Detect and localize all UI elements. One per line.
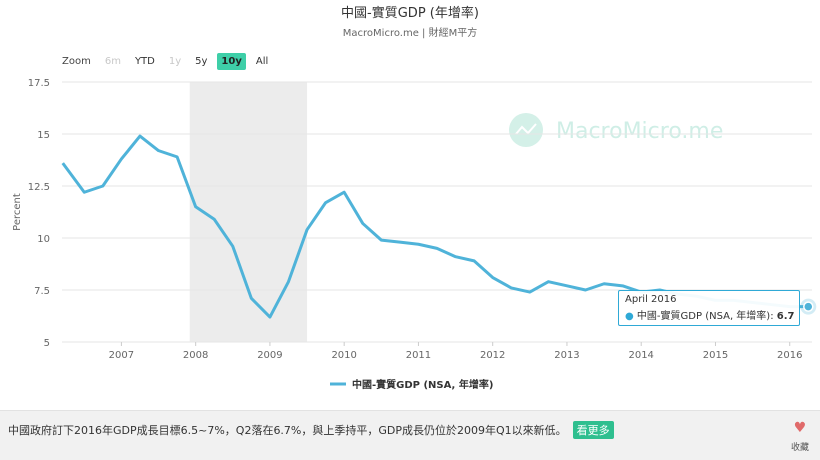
tooltip-dot-icon: ●	[625, 311, 634, 322]
x-tick-label: 2015	[703, 350, 728, 361]
legend-label: 中國-實質GDP (NSA, 年增率)	[352, 378, 493, 391]
favorite-label: 收藏	[790, 443, 809, 453]
favorite-button[interactable]: ♥ 收藏	[788, 421, 812, 454]
shaded-band	[189, 82, 308, 342]
chart-area: 中國-實質GDP (年增率) MacroMicro.me | 財經M平方 Macro…	[12, 5, 817, 391]
y-tick-label: 10	[37, 234, 50, 245]
x-tick-label: 2007	[109, 350, 134, 361]
footer-summary-text: 中國政府訂下2016年GDP成長目標6.5~7%，Q2落在6.7%，與上季持平，…	[8, 424, 567, 437]
y-tick-label: 17.5	[28, 78, 50, 89]
zoom-button-5y[interactable]: 5y	[195, 55, 208, 67]
zoom-bar: Zoom 6m YTD 1y 5y 10y All	[62, 52, 278, 70]
watermark-text: MacroMicro.me	[556, 119, 723, 144]
y-tick-label: 7.5	[34, 286, 50, 297]
see-more-button[interactable]: 看更多	[572, 421, 614, 439]
heart-icon: ♥	[793, 420, 807, 436]
tooltip-date: April 2016	[625, 294, 677, 305]
watermark-logo-mark	[515, 123, 537, 135]
x-tick-label: 2014	[628, 350, 653, 361]
chart-subtitle: MacroMicro.me | 財經M平方	[343, 26, 477, 39]
highlight-point	[803, 301, 814, 312]
x-tick-label: 2011	[406, 350, 431, 361]
x-tick-label: 2016	[777, 350, 802, 361]
x-tick-label: 2012	[480, 350, 505, 361]
gdp-chart: 中國-實質GDP (年增率) MacroMicro.me | 財經M平方 Macro…	[12, 5, 817, 391]
y-tick-label: 15	[37, 130, 50, 141]
y-tick-label: 5	[44, 338, 50, 349]
zoom-button-ytd[interactable]: YTD	[134, 55, 155, 67]
footer-bar: 中國政府訂下2016年GDP成長目標6.5~7%，Q2落在6.7%，與上季持平，…	[0, 410, 820, 460]
y-tick-label: 12.5	[28, 182, 50, 193]
zoom-button-6m[interactable]: 6m	[104, 55, 121, 67]
tooltip-series-label: 中國-實質GDP (NSA, 年增率):	[636, 311, 777, 322]
tooltip-value: 6.7	[776, 311, 795, 322]
x-tick-label: 2010	[331, 350, 356, 361]
zoom-button-all[interactable]: All	[255, 55, 269, 67]
data-tooltip: April 2016 ● 中國-實質GDP (NSA, 年增率): 6.7	[618, 290, 800, 326]
chart-title: 中國-實質GDP (年增率)	[341, 5, 479, 21]
x-tick-label: 2013	[554, 350, 579, 361]
y-axis-title: Percent	[12, 193, 23, 231]
x-tick-label: 2008	[183, 350, 208, 361]
footer-summary: 中國政府訂下2016年GDP成長目標6.5~7%，Q2落在6.7%，與上季持平，…	[8, 421, 614, 439]
tooltip-row: ● 中國-實質GDP (NSA, 年增率): 6.7	[625, 307, 795, 322]
zoom-button-10y[interactable]: 10y	[217, 52, 246, 70]
zoom-button-1y[interactable]: 1y	[168, 55, 182, 67]
zoom-label: Zoom	[62, 55, 91, 67]
x-tick-label: 2009	[257, 350, 282, 361]
